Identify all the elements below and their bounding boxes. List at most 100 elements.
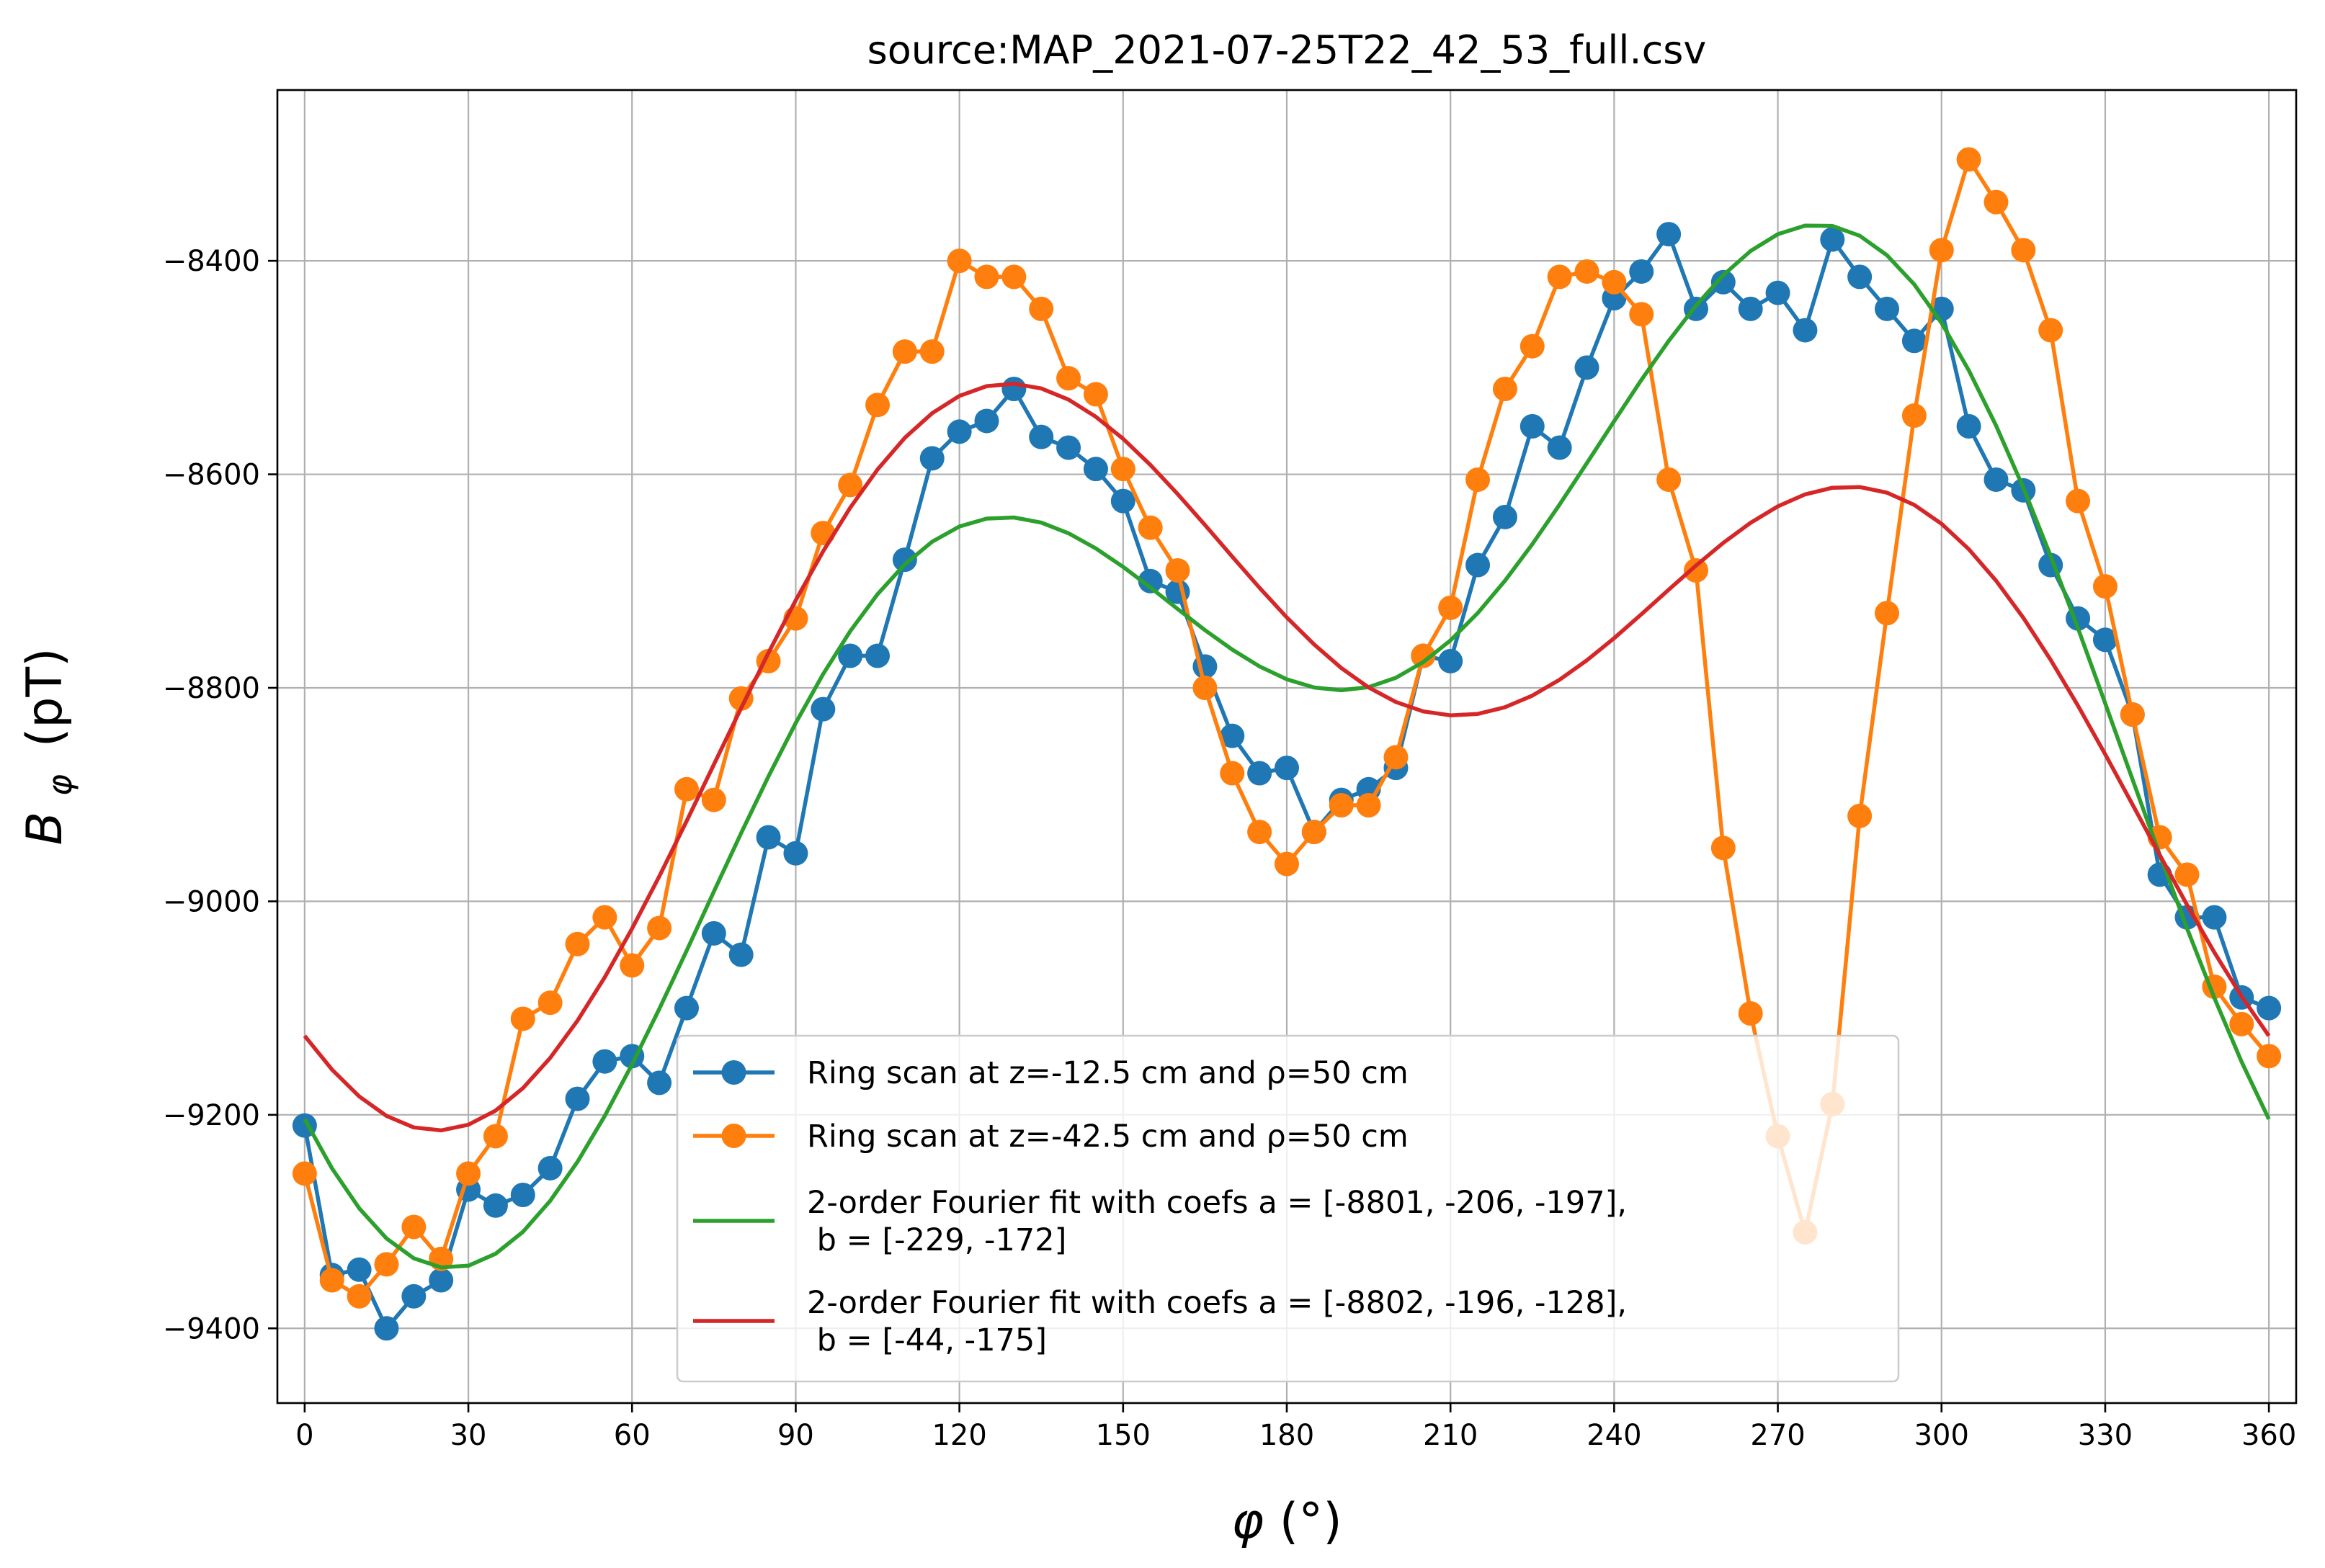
data-point	[1847, 803, 1873, 828]
y-tick-label: −8400	[163, 245, 260, 278]
data-point	[1301, 820, 1326, 845]
data-point	[1138, 515, 1163, 540]
data-point	[510, 1006, 535, 1031]
y-axis-subscript: φ	[40, 774, 79, 796]
x-axis-symbol: φ	[1231, 1493, 1264, 1550]
legend-label-line: Ring scan at z=-12.5 cm and ρ=50 cm	[807, 1055, 1409, 1091]
data-point	[592, 905, 617, 930]
data-point	[2120, 702, 2145, 727]
legend-entry-4: 2-order Fourier fit with coefs a = [-880…	[693, 1285, 1627, 1358]
data-point	[1820, 227, 1845, 252]
data-point	[1629, 259, 1654, 284]
data-point	[1356, 793, 1381, 818]
x-tick-label: 300	[1914, 1419, 1969, 1452]
data-point	[374, 1316, 399, 1341]
legend-marker	[721, 1060, 746, 1085]
legend-label-line: 2-order Fourier fit with coefs a = [-880…	[807, 1285, 1627, 1321]
data-point	[1329, 793, 1354, 818]
data-point	[319, 1268, 344, 1293]
data-point	[865, 643, 891, 668]
data-point	[892, 339, 917, 364]
data-point	[1492, 376, 1517, 401]
data-point	[1465, 467, 1491, 492]
data-point	[1656, 467, 1682, 492]
data-point	[2174, 862, 2200, 887]
y-tick-label: −9200	[163, 1099, 260, 1132]
data-point	[2066, 488, 2091, 514]
data-point	[838, 472, 863, 498]
data-point	[483, 1193, 508, 1218]
data-point	[401, 1214, 427, 1240]
data-point	[565, 1086, 590, 1111]
data-point	[756, 825, 781, 850]
data-point	[974, 264, 999, 290]
data-point	[1247, 820, 1272, 845]
data-point	[1983, 189, 2009, 215]
legend-label: 2-order Fourier fit with coefs a = [-880…	[807, 1185, 1627, 1258]
legend-label-line: b = [-229, -172]	[807, 1222, 1066, 1258]
data-point	[2229, 1011, 2254, 1036]
data-point	[1438, 595, 1463, 620]
data-point	[1602, 269, 1627, 295]
series-2	[292, 147, 2282, 1309]
data-point	[2257, 1044, 2282, 1069]
data-point	[1710, 835, 1736, 861]
data-point	[537, 1155, 563, 1181]
y-axis-unit: (pT)	[17, 648, 73, 747]
plot-series	[292, 147, 2282, 1341]
data-point	[892, 547, 917, 573]
x-axis-unit: (°)	[1280, 1493, 1342, 1550]
data-point	[947, 248, 972, 274]
y-tick-label: −9000	[163, 885, 260, 918]
data-point	[838, 643, 863, 668]
series-1	[292, 222, 2282, 1341]
data-point	[1847, 264, 1873, 290]
data-point	[347, 1283, 372, 1309]
data-point	[1110, 488, 1135, 514]
legend-label: 2-order Fourier fit with coefs a = [-880…	[807, 1285, 1627, 1358]
series-4-line	[303, 382, 2271, 1133]
data-point	[1056, 435, 1081, 460]
data-point	[1765, 280, 1790, 305]
data-point	[1001, 264, 1027, 290]
data-point	[2257, 995, 2282, 1021]
data-point	[1656, 222, 1682, 247]
data-point	[1438, 648, 1463, 673]
x-tick-label: 330	[2078, 1419, 2133, 1452]
legend-label-line: 2-order Fourier fit with coefs a = [-880…	[807, 1185, 1627, 1221]
x-tick-label: 120	[932, 1419, 986, 1452]
data-point	[429, 1268, 454, 1293]
data-point	[811, 521, 836, 546]
x-tick-label: 90	[777, 1419, 814, 1452]
data-point	[1574, 355, 1599, 380]
series-3-line	[303, 223, 2271, 1270]
data-point	[1547, 264, 1572, 290]
data-point	[401, 1283, 427, 1309]
x-tick-label: 210	[1423, 1419, 1478, 1452]
axes: 0 30 60 90 120 150 180 210 240 270 300 330 360 −9400 −…	[163, 89, 2298, 1452]
data-point	[1629, 302, 1654, 327]
legend-label: Ring scan at z=-12.5 cm and ρ=50 cm	[807, 1055, 1409, 1091]
legend-entry-2: Ring scan at z=-42.5 cm and ρ=50 cm	[693, 1119, 1409, 1155]
data-point	[1383, 745, 1409, 770]
x-tick-label: 60	[614, 1419, 651, 1452]
data-point	[1547, 435, 1572, 460]
data-point	[1001, 376, 1027, 401]
data-point	[1901, 328, 1927, 354]
data-point	[1793, 318, 1818, 343]
data-point	[1956, 413, 1981, 439]
x-tick-label: 360	[2241, 1419, 2296, 1452]
x-tick-label: 30	[450, 1419, 487, 1452]
data-point	[811, 696, 836, 722]
data-point	[537, 990, 563, 1016]
x-tick-label: 150	[1096, 1419, 1151, 1452]
data-point	[647, 915, 672, 941]
data-point	[1029, 424, 1054, 449]
data-point	[1192, 675, 1218, 700]
y-tick-label: −9400	[163, 1312, 260, 1345]
data-point	[2038, 318, 2063, 343]
data-point	[1875, 296, 1900, 321]
data-point	[1901, 403, 1927, 429]
data-point	[2092, 627, 2118, 653]
data-point	[347, 1257, 372, 1282]
